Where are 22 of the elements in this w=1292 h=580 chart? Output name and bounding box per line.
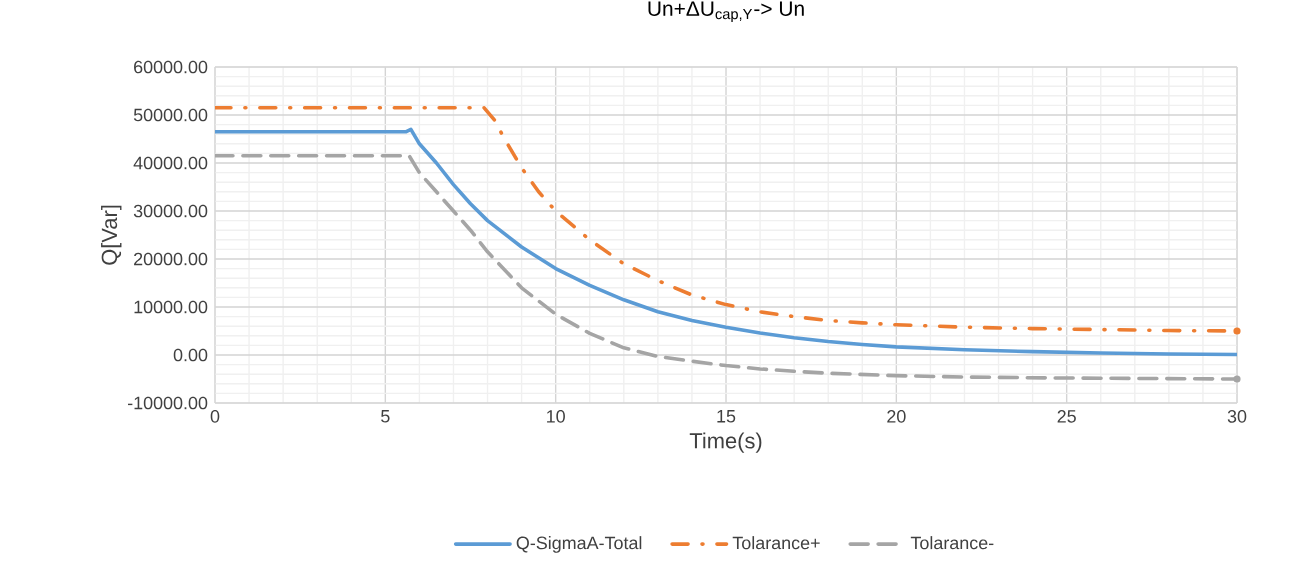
x-tick-label: 5 — [381, 410, 390, 423]
chart-title: Un+ΔU$_{cap,Y}$-> Un — [648, 1, 804, 23]
y-axis-title: Q[Var] — [101, 205, 122, 265]
x-axis-title: Time(s) — [689, 432, 762, 453]
y-tick-label: 20000.00 — [134, 252, 208, 266]
y-tick-label: 0.00 — [173, 348, 208, 362]
x-tick-label: 10 — [547, 410, 565, 423]
y-tick-label: 60000.00 — [134, 60, 208, 74]
x-tick-label: 15 — [717, 410, 736, 423]
x-tick-label: 25 — [1057, 410, 1076, 423]
x-tick-label: 0 — [210, 410, 220, 423]
y-tick-label: -10000.00 — [128, 396, 208, 410]
y-tick-label: 40000.00 — [133, 156, 208, 170]
y-tick-label: 30000.00 — [133, 204, 208, 218]
x-tick-label: 30 — [1227, 410, 1247, 423]
y-tick-label: 10000.00 — [134, 300, 208, 314]
legend-label: Q-SigmaA-Total — [516, 536, 642, 553]
line-series — [215, 127, 1238, 357]
x-tick-label: 20 — [887, 410, 906, 423]
y-tick-label: 50000.00 — [133, 108, 208, 122]
legend-label: Tolarance- — [910, 536, 994, 550]
legend-label: Tolarance+ — [732, 536, 820, 550]
